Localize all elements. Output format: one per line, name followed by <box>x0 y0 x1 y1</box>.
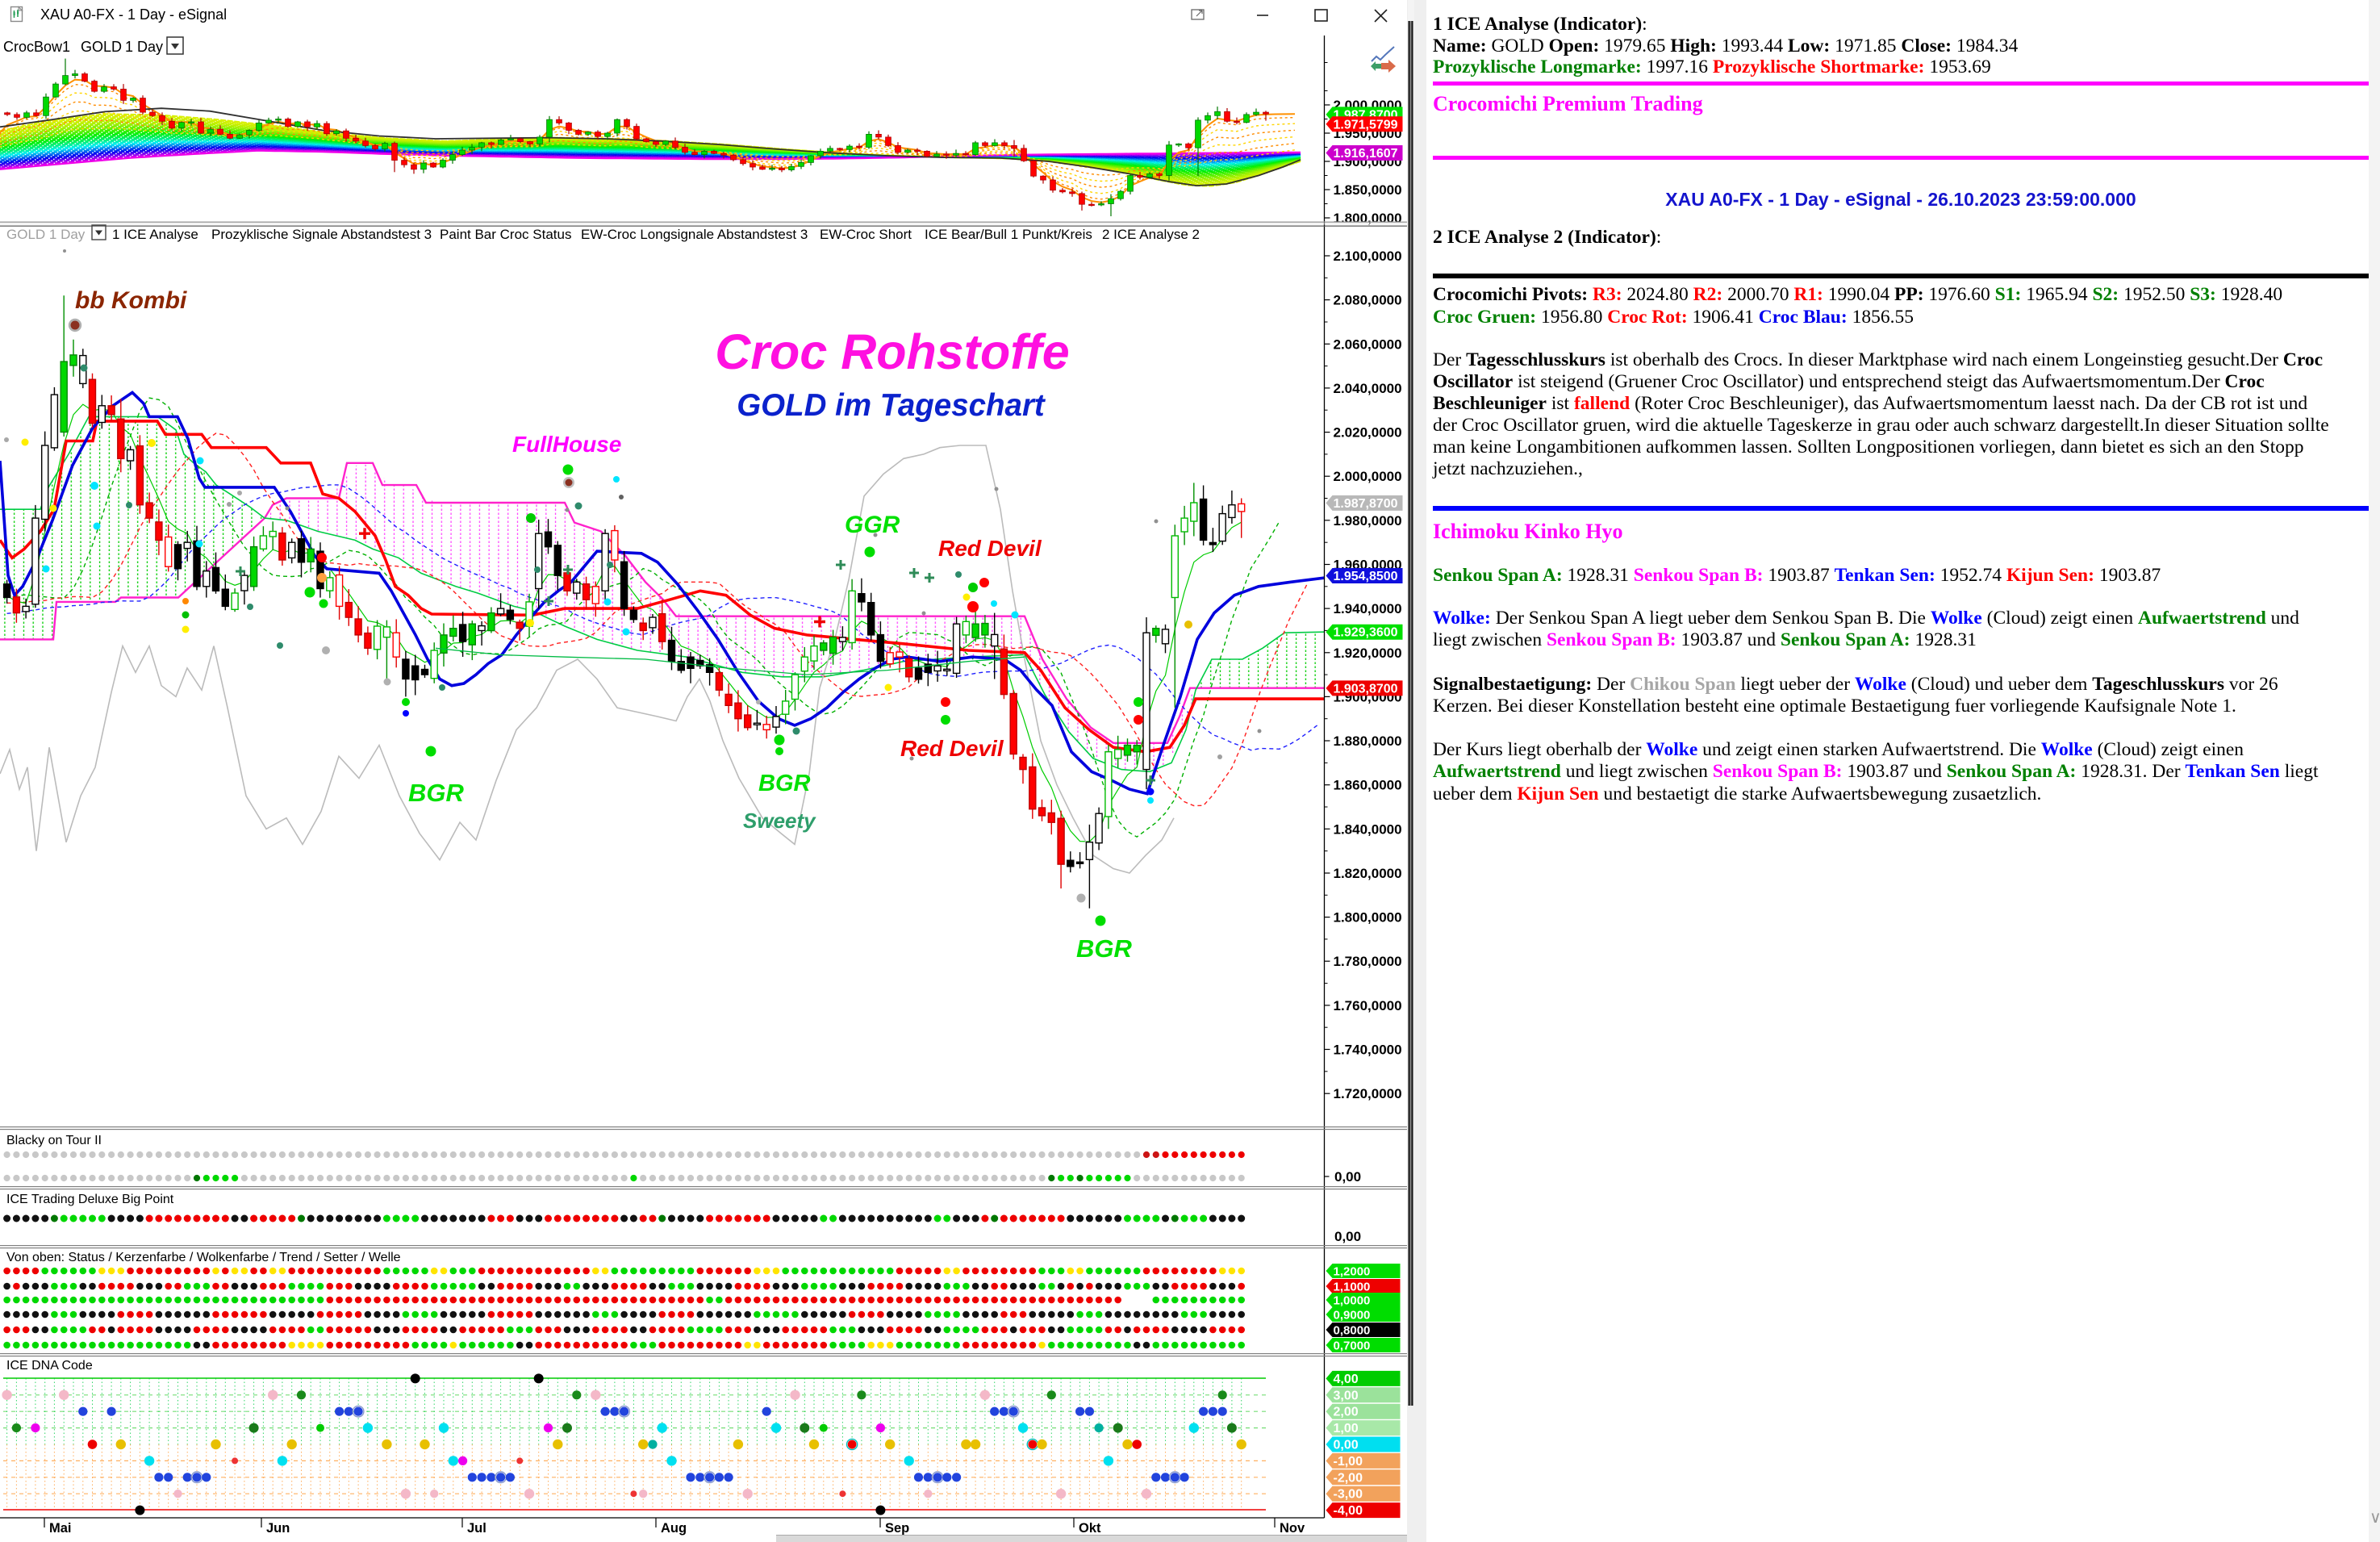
svg-text:1.920,0000: 1.920,0000 <box>1334 646 1402 661</box>
svg-text:1,00: 1,00 <box>1334 1422 1359 1435</box>
svg-text:Red Devil: Red Devil <box>938 536 1042 561</box>
svg-text:-1,00: -1,00 <box>1334 1455 1363 1469</box>
svg-text:Sweety: Sweety <box>743 809 816 833</box>
svg-text:CrocBow1: CrocBow1 <box>3 39 70 55</box>
svg-text:bb Kombi: bb Kombi <box>75 287 187 314</box>
svg-text:ICE DNA Code: ICE DNA Code <box>6 1359 93 1373</box>
svg-text:GOLD 1 Day: GOLD 1 Day <box>6 227 86 242</box>
svg-text:GOLD: GOLD <box>81 39 122 55</box>
svg-text:GOLD im Tageschart: GOLD im Tageschart <box>737 388 1046 423</box>
svg-text:1,2000: 1,2000 <box>1334 1265 1371 1279</box>
svg-text:ICE Bear/Bull 1 Punkt/Kreis: ICE Bear/Bull 1 Punkt/Kreis <box>925 227 1092 242</box>
svg-text:XAU A0-FX - 1 Day - eSignal: XAU A0-FX - 1 Day - eSignal <box>40 6 227 23</box>
svg-text:1 ICE Analyse: 1 ICE Analyse <box>112 227 198 242</box>
svg-text:Aug: Aug <box>661 1521 687 1536</box>
svg-text:-3,00: -3,00 <box>1334 1488 1363 1502</box>
svg-text:0,00: 0,00 <box>1334 1169 1361 1185</box>
svg-text:Nov: Nov <box>1280 1521 1305 1536</box>
svg-text:Okt: Okt <box>1079 1521 1101 1536</box>
svg-text:BGR: BGR <box>408 779 465 807</box>
svg-text:1.760,0000: 1.760,0000 <box>1334 998 1402 1013</box>
svg-text:2.040,0000: 2.040,0000 <box>1334 381 1402 396</box>
svg-text:1.987,8700: 1.987,8700 <box>1334 497 1398 511</box>
svg-text:1.880,0000: 1.880,0000 <box>1334 733 1402 749</box>
svg-text:0,00: 0,00 <box>1334 1229 1361 1244</box>
svg-text:Von oben: Status / Kerzenfarbe: Von oben: Status / Kerzenfarbe / Wolkenf… <box>6 1251 401 1264</box>
svg-text:EW-Croc Short: EW-Croc Short <box>820 227 912 242</box>
svg-text:0,7000: 0,7000 <box>1334 1339 1371 1353</box>
svg-text:BGR: BGR <box>758 771 811 796</box>
svg-text:Red Devil: Red Devil <box>900 736 1004 761</box>
svg-text:0,9000: 0,9000 <box>1334 1309 1371 1323</box>
svg-text:2.100,0000: 2.100,0000 <box>1334 249 1402 264</box>
svg-text:1,0000: 1,0000 <box>1334 1294 1371 1308</box>
svg-text:ICE Trading Deluxe Big Point: ICE Trading Deluxe Big Point <box>6 1193 174 1206</box>
svg-text:Croc Rohstoffe: Croc Rohstoffe <box>715 324 1069 379</box>
svg-text:3,00: 3,00 <box>1334 1389 1359 1402</box>
svg-text:Jun: Jun <box>266 1521 290 1536</box>
svg-text:1.850,0000: 1.850,0000 <box>1334 182 1402 198</box>
svg-text:0,8000: 0,8000 <box>1334 1324 1371 1338</box>
svg-text:Blacky on Tour II: Blacky on Tour II <box>6 1134 102 1147</box>
svg-text:1,1000: 1,1000 <box>1334 1281 1371 1294</box>
svg-text:-4,00: -4,00 <box>1334 1504 1363 1518</box>
svg-text:1.860,0000: 1.860,0000 <box>1334 778 1402 793</box>
svg-text:EW-Croc Longsignale Abstandste: EW-Croc Longsignale Abstandstest 3 <box>581 227 808 242</box>
svg-text:2.000,0000: 2.000,0000 <box>1334 469 1402 484</box>
svg-text:1.740,0000: 1.740,0000 <box>1334 1043 1402 1058</box>
svg-text:0,00: 0,00 <box>1334 1439 1359 1452</box>
svg-text:FullHouse: FullHouse <box>512 432 621 457</box>
svg-text:GGR: GGR <box>845 512 900 538</box>
svg-text:1.903,8700: 1.903,8700 <box>1334 682 1398 696</box>
svg-text:1.720,0000: 1.720,0000 <box>1334 1086 1402 1101</box>
svg-text:Prozyklische Signale Abstandst: Prozyklische Signale Abstandstest 3 <box>211 227 432 242</box>
svg-text:BGR: BGR <box>1076 934 1133 963</box>
svg-text:1.780,0000: 1.780,0000 <box>1334 954 1402 969</box>
svg-text:2.080,0000: 2.080,0000 <box>1334 293 1402 308</box>
svg-text:1.980,0000: 1.980,0000 <box>1334 513 1402 529</box>
svg-text:1.929,3600: 1.929,3600 <box>1334 626 1398 640</box>
svg-text:1.840,0000: 1.840,0000 <box>1334 821 1402 837</box>
svg-text:-2,00: -2,00 <box>1334 1471 1363 1485</box>
svg-text:2.060,0000: 2.060,0000 <box>1334 336 1402 352</box>
svg-text:1.940,0000: 1.940,0000 <box>1334 601 1402 616</box>
svg-text:Mai: Mai <box>49 1521 72 1536</box>
svg-text:1.916,1607: 1.916,1607 <box>1334 147 1398 161</box>
svg-text:1.820,0000: 1.820,0000 <box>1334 866 1402 881</box>
svg-text:1 Day: 1 Day <box>125 39 163 55</box>
svg-text:2 ICE Analyse 2: 2 ICE Analyse 2 <box>1102 227 1200 242</box>
svg-text:Jul: Jul <box>467 1521 486 1536</box>
svg-text:2,00: 2,00 <box>1334 1406 1359 1419</box>
svg-text:1.800,0000: 1.800,0000 <box>1334 910 1402 926</box>
svg-text:Sep: Sep <box>885 1521 909 1536</box>
svg-text:4,00: 4,00 <box>1334 1373 1359 1386</box>
svg-text:2.020,0000: 2.020,0000 <box>1334 425 1402 441</box>
svg-text:Paint Bar Croc Status: Paint Bar Croc Status <box>440 227 571 242</box>
svg-text:1.971,5799: 1.971,5799 <box>1334 118 1398 132</box>
svg-text:1.954,8500: 1.954,8500 <box>1334 570 1398 583</box>
